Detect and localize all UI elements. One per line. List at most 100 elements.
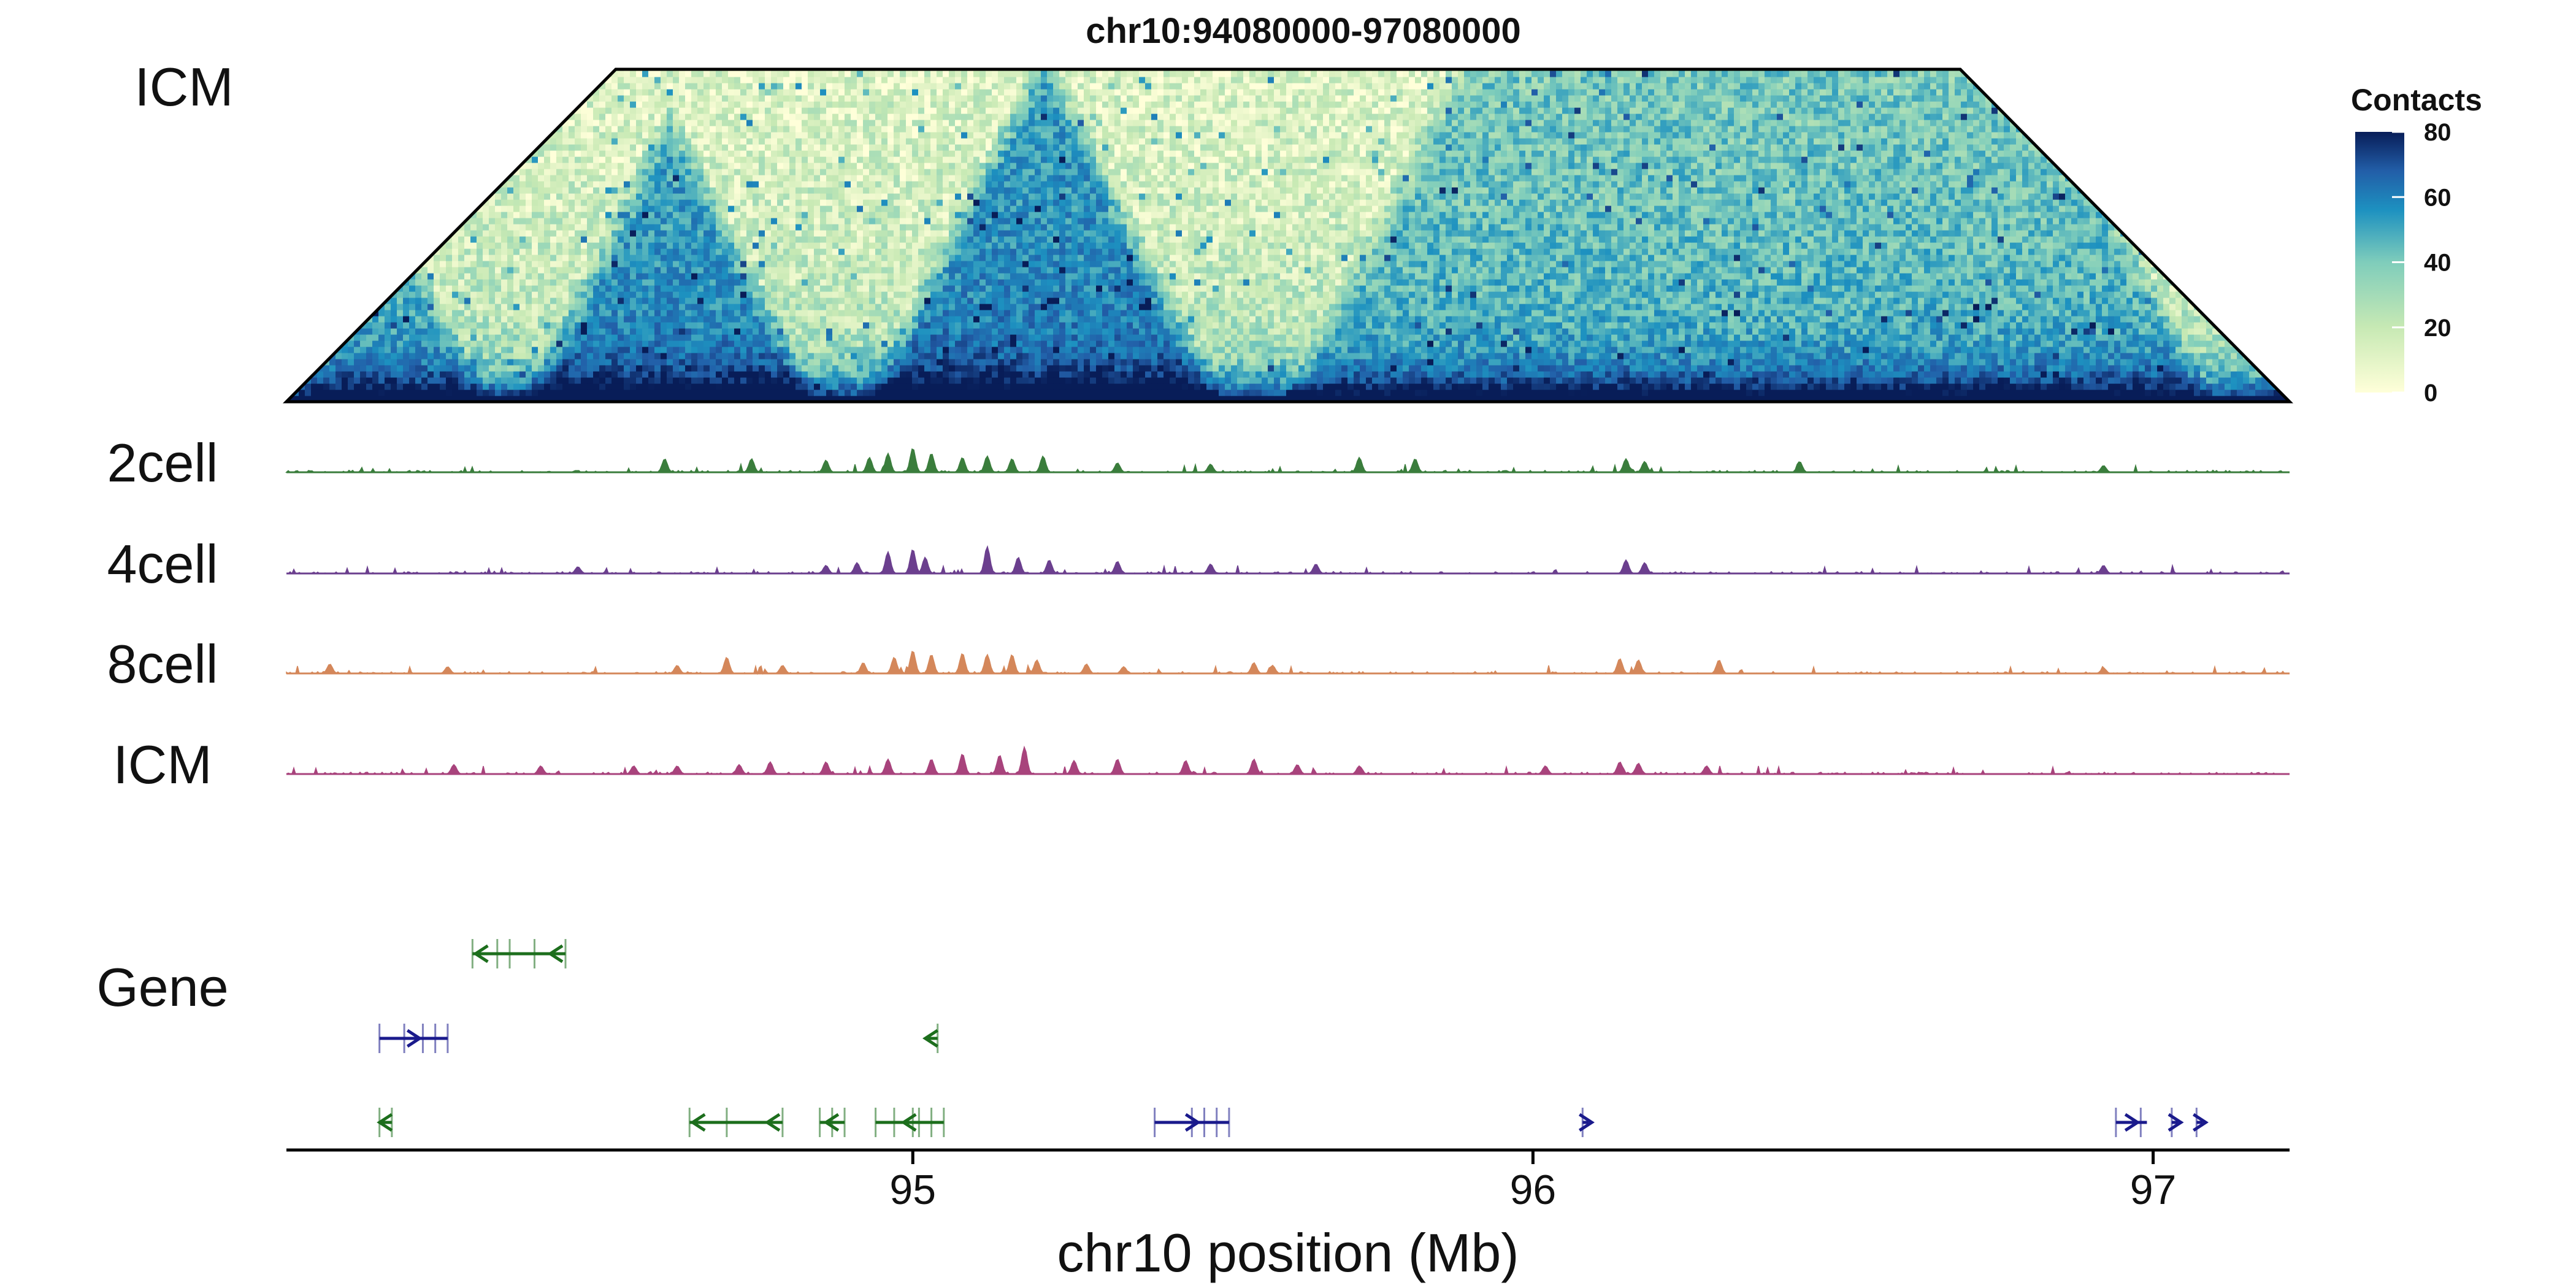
heatmap-cell [1826, 328, 1833, 335]
heatmap-cell [1194, 377, 1201, 384]
heatmap-cell [1059, 359, 1066, 366]
heatmap-cell [1415, 396, 1422, 402]
heatmap-cell [1231, 316, 1238, 323]
heatmap-cell [1777, 316, 1784, 323]
heatmap-cell [2133, 316, 2139, 323]
heatmap-cell [366, 359, 373, 366]
heatmap-cell [1231, 389, 1238, 396]
heatmap-cell [2157, 396, 2164, 402]
heatmap-cell [513, 359, 520, 366]
heatmap-cell [323, 396, 330, 402]
heatmap-cell [1305, 310, 1311, 316]
heatmap-cell [360, 365, 367, 372]
heatmap-cell [1691, 389, 1698, 396]
heatmap-cell [1053, 365, 1060, 372]
heatmap-cell [1912, 383, 1919, 390]
heatmap-cell [385, 340, 391, 347]
heatmap-cell [1433, 328, 1440, 335]
heatmap-cell [1347, 322, 1354, 329]
heatmap-cell [1489, 389, 1495, 396]
heatmap-cell [979, 310, 986, 316]
heatmap-cell [1838, 353, 1845, 359]
heatmap-cell [556, 365, 563, 372]
heatmap-cell [1654, 310, 1661, 316]
heatmap-cell [924, 353, 931, 359]
heatmap-cell [427, 347, 434, 353]
heatmap-cell [1820, 353, 1827, 359]
heatmap-cell [391, 365, 397, 372]
heatmap-cell [1918, 353, 1925, 359]
heatmap-cell [1182, 334, 1189, 341]
heatmap-cell [1887, 396, 1894, 402]
heatmap-cell [900, 340, 907, 347]
heatmap-cell [1274, 316, 1281, 323]
heatmap-cell [1949, 371, 1955, 378]
heatmap-cell [1059, 389, 1066, 396]
heatmap-cell [366, 340, 373, 347]
heatmap-cell [477, 334, 483, 341]
heatmap-cell [562, 377, 569, 384]
heatmap-cell [1163, 377, 1170, 384]
heatmap-cell [378, 353, 385, 359]
heatmap-cell [795, 389, 802, 396]
heatmap-cell [1691, 396, 1698, 402]
heatmap-cell [1489, 396, 1495, 402]
heatmap-cell [1881, 347, 1888, 353]
heatmap-cell [2034, 310, 2041, 316]
heatmap-cell [1574, 359, 1581, 366]
heatmap-cell [293, 396, 299, 402]
heatmap-cell [703, 310, 710, 316]
heatmap-cell [2200, 377, 2207, 384]
heatmap-cell [1814, 310, 1820, 316]
heatmap-cell [342, 389, 348, 396]
heatmap-cell [691, 383, 698, 390]
heatmap-cell [1936, 316, 1943, 323]
heatmap-cell [1243, 353, 1250, 359]
heatmap-cell [814, 396, 821, 402]
heatmap-cell [1298, 389, 1305, 396]
heatmap-cell [1991, 316, 1998, 323]
heatmap-cell [1562, 316, 1569, 323]
heatmap-cell [869, 377, 876, 384]
heatmap-cell [1991, 304, 1998, 310]
heatmap-cell [581, 389, 588, 396]
heatmap-cell [1642, 304, 1649, 310]
heatmap-cell [1004, 310, 1011, 316]
heatmap-cell [1642, 377, 1649, 384]
heatmap-cell [667, 365, 673, 372]
heatmap-cell [1482, 310, 1489, 316]
heatmap-cell [906, 322, 913, 329]
heatmap-cell [1317, 371, 1324, 378]
heatmap-cell [1403, 347, 1409, 353]
heatmap-cell [1298, 383, 1305, 390]
heatmap-cell [1096, 304, 1103, 310]
heatmap-cell [2059, 334, 2066, 341]
heatmap-cell [1286, 383, 1293, 390]
heatmap-cell [2218, 353, 2225, 359]
heatmap-cell [1519, 359, 1526, 366]
heatmap-cell [949, 359, 956, 366]
heatmap-cell [1501, 396, 1508, 402]
heatmap-cell [1887, 340, 1894, 347]
heatmap-cell [1163, 353, 1170, 359]
heatmap-cell [1942, 340, 1949, 347]
heatmap-cell [1942, 347, 1949, 353]
heatmap-cell [906, 359, 913, 366]
heatmap-cell [2083, 353, 2090, 359]
heatmap-cell [826, 340, 833, 347]
heatmap-cell [2022, 328, 2029, 335]
heatmap-cell [2114, 334, 2121, 341]
heatmap-cell [943, 371, 949, 378]
heatmap-cell [1458, 371, 1465, 378]
heatmap-cell [544, 371, 551, 378]
heatmap-cell [2047, 328, 2053, 335]
heatmap-cell [1329, 365, 1336, 372]
heatmap-cell [924, 334, 931, 341]
heatmap-cell [611, 310, 618, 316]
heatmap-cell [538, 316, 545, 323]
heatmap-cell [2004, 334, 2011, 341]
heatmap-cell [1820, 347, 1827, 353]
heatmap-cell [2206, 389, 2213, 396]
heatmap-cell [1869, 389, 1876, 396]
heatmap-cell [581, 353, 588, 359]
